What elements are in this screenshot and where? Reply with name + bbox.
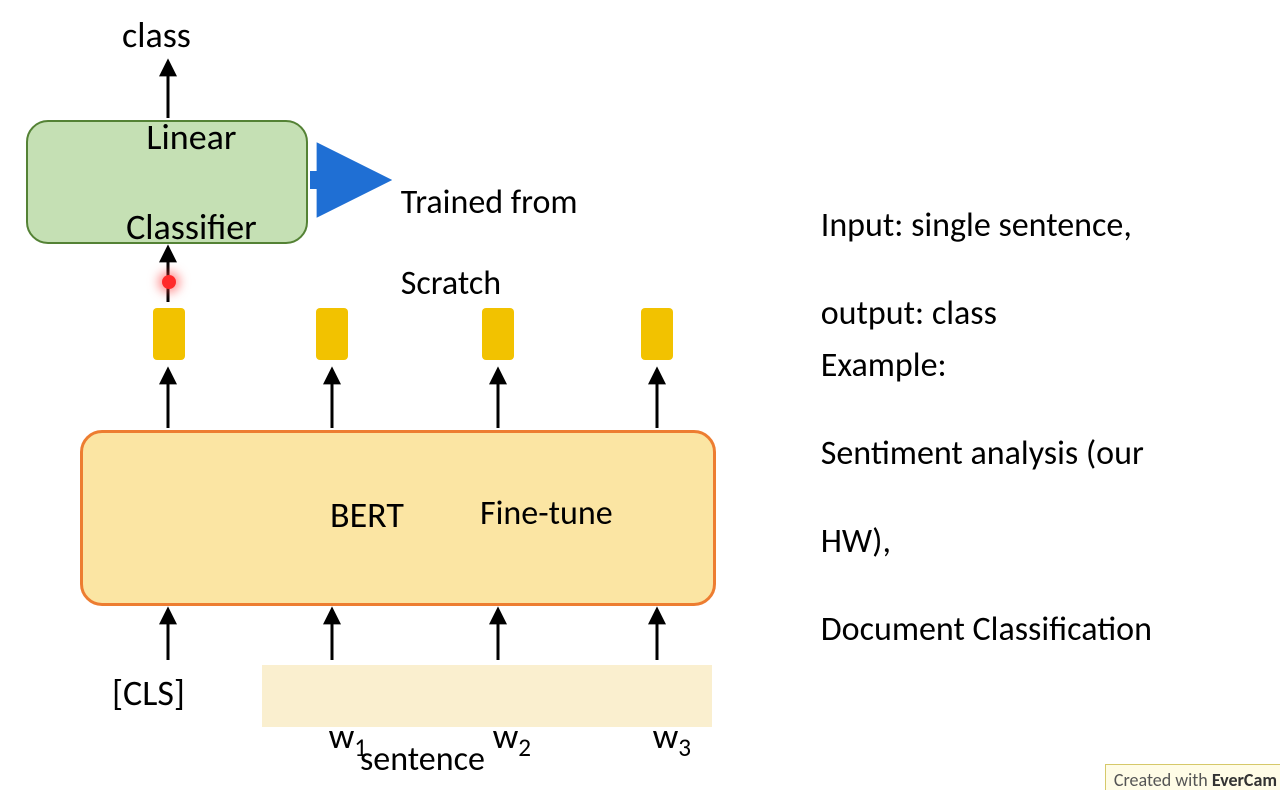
trained-from-scratch-label: Trained from Scratch [370, 142, 578, 346]
output-token-4 [641, 308, 673, 360]
diagram-stage: class Linear Classifier Trained from Scr… [0, 0, 1280, 790]
classifier-line1: Linear [146, 115, 236, 159]
linear-classifier-box: Linear Classifier [26, 120, 308, 244]
description-example: Example: Sentiment analysis (our HW), Do… [790, 300, 1152, 696]
output-token-1 [153, 308, 185, 360]
output-token-3 [482, 308, 514, 360]
bert-label: BERT [330, 494, 404, 537]
w3-token-label: w3 [620, 672, 691, 790]
fine-tune-label: Fine-tune [480, 494, 613, 535]
evercam-watermark: Created with EverCam [1105, 764, 1280, 790]
class-label: class [122, 14, 191, 57]
w1-token-label: w1 [296, 672, 367, 790]
laser-pointer-icon [162, 275, 176, 289]
classifier-line2: Classifier [126, 205, 257, 249]
output-token-2 [316, 308, 348, 360]
cls-token-label: [CLS] [112, 672, 185, 715]
sentence-label: sentence [360, 740, 485, 781]
